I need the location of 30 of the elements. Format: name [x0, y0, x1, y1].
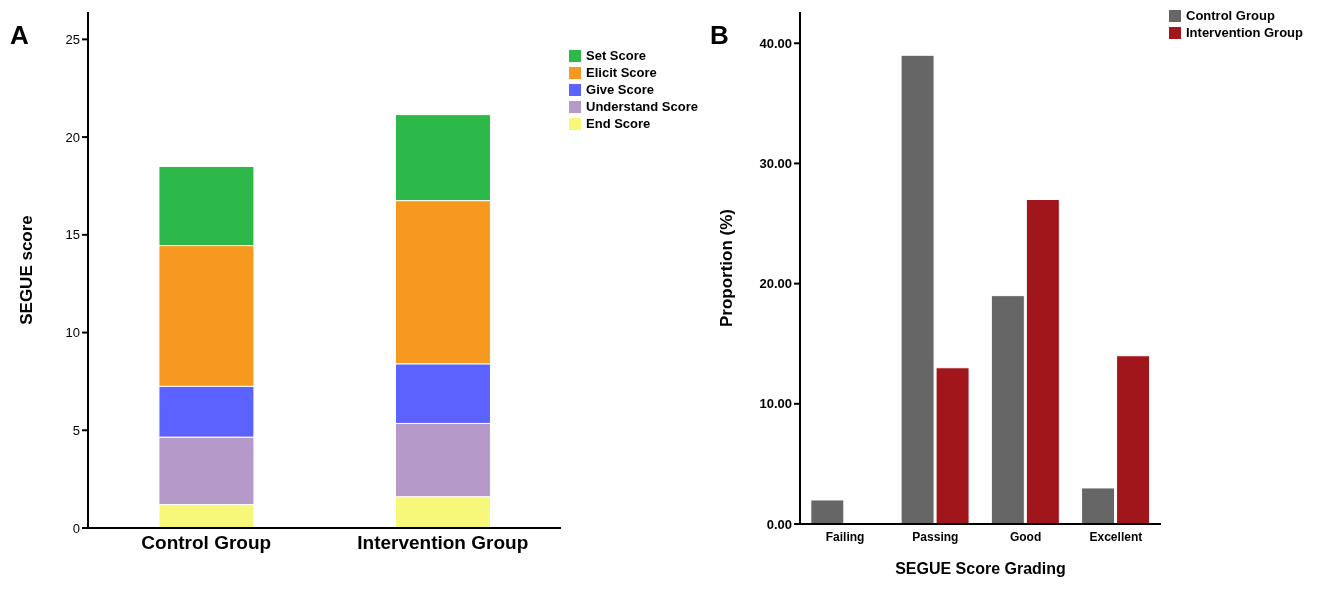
legend-label: Set Score: [585, 48, 647, 63]
legend-label: Elicit Score: [585, 65, 658, 80]
y-tick-label: 40.00: [759, 35, 792, 51]
x-tick-label: Good: [1009, 529, 1042, 544]
x-tick-label: Control Group: [141, 532, 272, 554]
y-axis-title: SEGUE score: [17, 215, 37, 325]
bar: [810, 499, 845, 524]
legend-label: Give Score: [585, 82, 655, 97]
y-tick-label: 30.00: [759, 156, 792, 172]
chart-title: B: [710, 20, 729, 51]
y-tick-label: 10.00: [759, 396, 792, 412]
x-tick-label: Intervention Group: [357, 532, 529, 554]
y-tick-label: 15: [65, 227, 80, 243]
y-tick-label: 10: [65, 325, 80, 341]
legend-label: Understand Score: [585, 99, 698, 114]
y-tick-label: 20: [65, 129, 80, 145]
x-tick-label: Passing: [912, 529, 959, 544]
y-tick-label: 0: [72, 520, 80, 536]
legend-label: Intervention Group: [1185, 25, 1303, 40]
y-tick-label: 5: [72, 422, 80, 438]
y-axis-title: Proportion (%): [717, 208, 737, 328]
y-tick-label: 0.00: [766, 516, 792, 532]
legend-label: End Score: [585, 116, 652, 131]
y-tick-label: 25: [65, 31, 80, 47]
legend-label: Control Group: [1185, 8, 1276, 23]
chart-title: A: [10, 20, 29, 51]
x-axis-title: SEGUE Score Grading: [895, 560, 1066, 577]
x-tick-label: Failing: [825, 529, 865, 544]
y-tick-label: 20.00: [759, 276, 792, 292]
x-tick-label: Excellent: [1089, 529, 1143, 544]
